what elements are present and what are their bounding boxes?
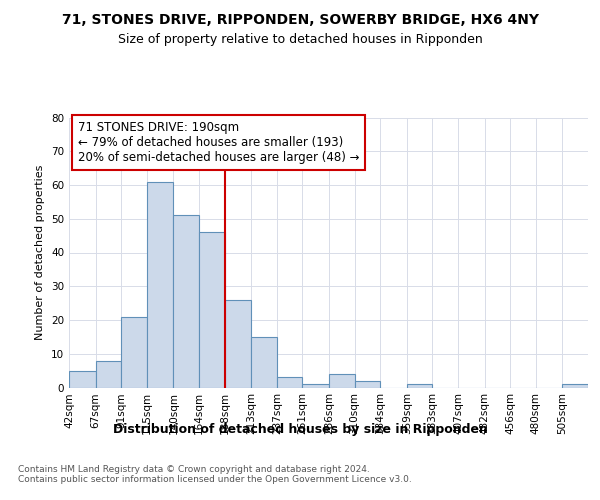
Bar xyxy=(407,384,433,388)
Bar xyxy=(302,384,329,388)
Bar xyxy=(562,384,588,388)
Text: Distribution of detached houses by size in Ripponden: Distribution of detached houses by size … xyxy=(113,422,487,436)
Bar xyxy=(69,370,95,388)
Bar xyxy=(224,300,251,388)
Bar xyxy=(329,374,355,388)
Bar xyxy=(355,381,380,388)
Bar xyxy=(251,337,277,388)
Text: Contains HM Land Registry data © Crown copyright and database right 2024.
Contai: Contains HM Land Registry data © Crown c… xyxy=(18,465,412,484)
Y-axis label: Number of detached properties: Number of detached properties xyxy=(35,165,46,340)
Bar xyxy=(121,316,147,388)
Text: 71, STONES DRIVE, RIPPONDEN, SOWERBY BRIDGE, HX6 4NY: 71, STONES DRIVE, RIPPONDEN, SOWERBY BRI… xyxy=(62,12,539,26)
Text: 71 STONES DRIVE: 190sqm
← 79% of detached houses are smaller (193)
20% of semi-d: 71 STONES DRIVE: 190sqm ← 79% of detache… xyxy=(77,121,359,164)
Bar xyxy=(277,378,302,388)
Bar xyxy=(95,360,121,388)
Bar xyxy=(173,216,199,388)
Bar xyxy=(147,182,173,388)
Bar xyxy=(199,232,224,388)
Text: Size of property relative to detached houses in Ripponden: Size of property relative to detached ho… xyxy=(118,32,482,46)
